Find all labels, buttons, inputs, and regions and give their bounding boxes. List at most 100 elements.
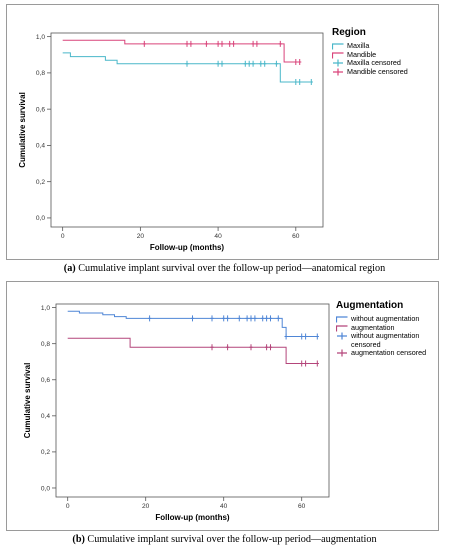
censored-mark-without-augmentation — [276, 315, 280, 322]
x-tick-label: 0 — [66, 503, 70, 510]
censored-mark-augmentation — [300, 360, 304, 367]
y-tick-label: 0,6 — [41, 377, 50, 384]
y-tick-label: 0,2 — [36, 179, 45, 186]
censored-mark-mandible — [294, 59, 298, 65]
chart-panel-region: 0,0 0,2 0,4 0,6 0,8 1,0 0 20 40 60 Follow-up (mont… — [6, 4, 439, 260]
caption-label: (b) — [72, 534, 85, 545]
legend-item-augmentation: augmentation — [336, 322, 437, 333]
censored-mark-without-augmentation — [237, 315, 241, 322]
censored-mark-maxilla — [274, 60, 278, 67]
series-line-without-augmentation — [67, 310, 318, 337]
legend-augmentation: Augmentation without augmentation augmen… — [336, 300, 437, 358]
x-tick-label: 60 — [292, 233, 300, 240]
y-axis-label: Cumulative survival — [23, 363, 32, 439]
y-tick-label: 0,0 — [41, 485, 50, 492]
censored-mark-augmentation — [265, 344, 269, 351]
censored-mark-mandible — [220, 40, 224, 47]
y-tick-label: 0,8 — [41, 341, 50, 348]
legend-title: Augmentation — [336, 300, 404, 311]
caption-text: Cumulative implant survival over the fol… — [87, 534, 377, 545]
x-tick-label: 20 — [137, 233, 145, 240]
legend-label: Maxilla censored — [347, 58, 401, 67]
legend-label: Maxilla — [347, 41, 370, 50]
censored-mark-augmentation — [210, 344, 214, 351]
legend-item-without-augmentation-censored: without augmentation censored — [336, 331, 437, 349]
censored-mark-without-augmentation — [226, 315, 230, 322]
legend-item-maxilla-censored: Maxilla censored — [332, 58, 408, 68]
series-line-maxilla — [62, 52, 312, 83]
censored-mark-maxilla — [263, 60, 267, 67]
censored-mark-without-augmentation — [261, 315, 265, 322]
censored-mark-mandible — [204, 40, 208, 47]
censored-mark-maxilla — [243, 60, 247, 67]
censored-mark-without-augmentation — [190, 315, 195, 322]
y-tick-label: 0,4 — [41, 413, 50, 420]
caption-text: Cumulative implant survival over the fol… — [78, 263, 386, 274]
y-tick-label: 0,8 — [36, 70, 45, 77]
y-tick-label: 0,2 — [41, 449, 50, 456]
series-line-mandible — [62, 39, 300, 63]
legend-item-augmentation-censored: augmentation censored — [336, 348, 437, 358]
y-tick-label: 1,0 — [41, 305, 50, 312]
chart-region-svg: 0,0 0,2 0,4 0,6 0,8 1,0 0 20 40 60 Follow-up (mont… — [18, 32, 324, 252]
x-tick-label: 60 — [298, 503, 306, 510]
censored-mark-augmentation — [268, 344, 273, 351]
censored-mark-without-augmentation — [245, 315, 249, 322]
legend-item-without-augmentation: without augmentation — [336, 314, 437, 324]
censored-mark-maxilla — [220, 60, 224, 67]
legend-label: augmentation censored — [351, 348, 427, 357]
censored-mark-without-augmentation — [249, 315, 253, 322]
censored-mark-mandible — [278, 40, 282, 47]
legend-label: without augmentation censored — [351, 331, 420, 349]
legend-item-mandible: Mandible — [332, 49, 408, 60]
censored-mark-mandible — [216, 40, 220, 47]
censored-mark-maxilla — [247, 60, 251, 67]
caption-label: (a) — [63, 263, 76, 274]
legend-label: without augmentation — [351, 314, 420, 323]
censored-mark-without-augmentation — [265, 315, 269, 322]
censored-mark-maxilla — [185, 60, 189, 67]
x-axis-label: Follow-up (months) — [155, 513, 230, 522]
x-axis-label: Follow-up (months) — [150, 243, 225, 252]
legend-swatch — [332, 51, 344, 58]
censored-mark-maxilla — [216, 60, 220, 67]
figure-caption-b: (b) Cumulative implant survival over the… — [0, 534, 449, 545]
censored-mark-mandible — [298, 59, 302, 65]
chart-augmentation-svg: 0,0 0,2 0,4 0,6 0,8 1,0 0 20 40 60 Follow-up (mont… — [23, 303, 330, 522]
legend-label: augmentation — [351, 322, 395, 332]
y-tick-label: 0,6 — [36, 106, 45, 113]
legend-label: Mandible censored — [347, 66, 408, 76]
x-tick-label: 0 — [61, 233, 65, 240]
censored-mark-mandible — [228, 40, 232, 47]
legend-swatch — [333, 68, 343, 75]
x-tick-label: 40 — [214, 233, 222, 240]
censored-mark-maxilla — [294, 79, 298, 85]
x-tick-label: 40 — [220, 503, 228, 510]
legend-label: Mandible — [347, 49, 377, 59]
legend-swatch — [337, 332, 347, 340]
censored-mark-mandible — [189, 40, 193, 47]
y-tick-label: 0,0 — [36, 215, 45, 222]
censored-mark-without-augmentation — [268, 315, 273, 322]
censored-mark-mandible — [255, 40, 259, 47]
legend-swatch — [336, 316, 348, 323]
censored-mark-mandible — [232, 40, 236, 47]
y-tick-label: 0,4 — [36, 143, 45, 150]
censored-mark-maxilla — [259, 60, 263, 67]
legend-swatch — [333, 59, 343, 67]
legend-swatch — [332, 43, 344, 50]
censored-mark-without-augmentation — [210, 315, 214, 322]
censored-mark-mandible — [185, 40, 189, 47]
censored-mark-without-augmentation — [304, 333, 308, 340]
legend-item-mandible-censored: Mandible censored — [332, 66, 408, 77]
censored-mark-augmentation — [315, 360, 319, 367]
series-line-augmentation — [67, 337, 318, 364]
legend-item-maxilla: Maxilla — [332, 41, 408, 51]
y-tick-label: 1,0 — [36, 34, 45, 41]
censored-mark-mandible — [142, 40, 146, 47]
censored-mark-maxilla — [251, 60, 255, 67]
censored-mark-without-augmentation — [148, 315, 152, 322]
censored-mark-without-augmentation — [222, 315, 226, 322]
legend-swatch — [336, 324, 348, 331]
plot-area — [55, 303, 330, 498]
